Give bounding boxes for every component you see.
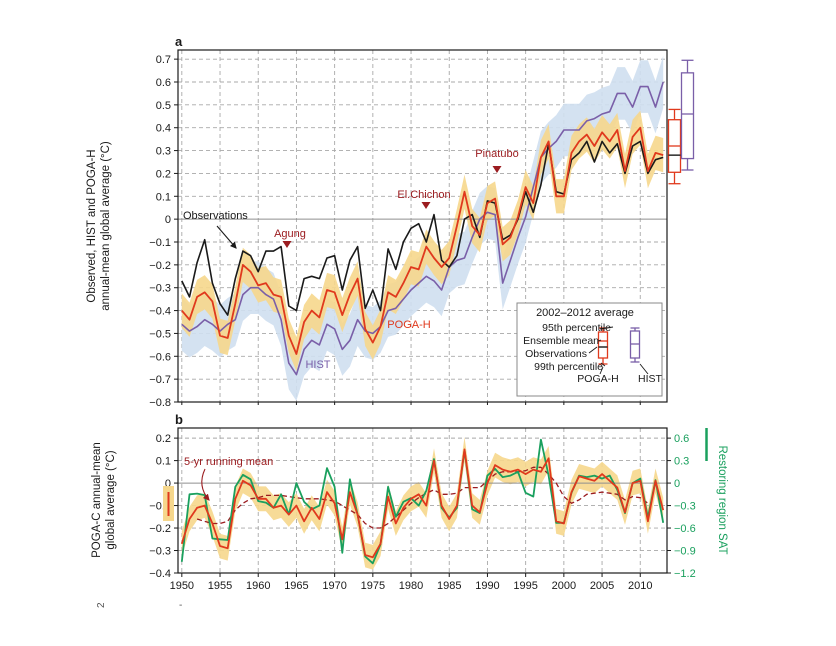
volcano-marker [492, 166, 502, 173]
annotation-running-mean: 5-yr running mean [184, 456, 273, 468]
panel-a-ytick-label: −0.8 [149, 397, 171, 409]
xtick-label: 1995 [513, 580, 537, 592]
legend-row-ensemble-mean: Ensemble mean [523, 335, 599, 347]
panel-a-letter: a [175, 34, 183, 49]
panel-b-ytick-label: −0.2 [149, 523, 171, 535]
panel-a-ylabel-line2: annual-mean global average (°C) [100, 141, 112, 311]
xtick-label: 1975 [361, 580, 385, 592]
panel-b-right-ytick-label: −0.6 [674, 523, 696, 535]
poga-h-band [181, 110, 664, 372]
annotation-hist: HIST [305, 359, 330, 371]
legend-glyph-poga-h [597, 331, 609, 359]
panel-b-ylabel-line1: POGA-C annual-mean [91, 442, 103, 558]
panel-a-ytick-label: −0.4 [149, 306, 171, 318]
panel-a-ytick-label: 0.6 [156, 77, 171, 89]
panel-b-right-ytick-label: −0.3 [674, 501, 696, 513]
panel-a-ylabel-line1: Observed, HIST and POGA-H [86, 149, 98, 302]
panel-a-ytick-label: 0.7 [156, 54, 171, 66]
panel-a-ytick-label: −0.6 [149, 351, 171, 363]
panel-b-ytick-label: 0.1 [156, 456, 171, 468]
panel-b-ylabel-line2: global average (°C) [105, 450, 117, 549]
xtick-label: 2000 [552, 580, 576, 592]
panel-a-ytick-label: 0.5 [156, 100, 171, 112]
legend-leader-line [597, 339, 602, 342]
panel-a-frame [177, 49, 668, 403]
xtick-label: 1955 [208, 580, 232, 592]
xtick-label: 1980 [399, 580, 423, 592]
xtick-label: 1950 [170, 580, 194, 592]
panel-b-ytick-label: 0.2 [156, 433, 171, 445]
hist-line [181, 81, 664, 376]
panel-b-right-ytick-label: 0 [674, 478, 680, 490]
restoring-sat-line [180, 438, 665, 565]
panel-b-ytick-label: −0.4 [149, 568, 171, 580]
annotation-observations: Observations [183, 210, 248, 222]
chart-render-layer: 0.7 0.6 0.5 0.4 0.3 0.2 0.1 0 −0.1 −0.2 −0.3 −0.4 −0… [149, 49, 708, 592]
xtick-label: 1960 [246, 580, 270, 592]
panel-b-right-ytick-label: −1.2 [674, 568, 696, 580]
poga-c-line [180, 448, 665, 559]
panel-a-ytick-label: 0.4 [156, 123, 171, 135]
annotation-poga-h: POGA-H [387, 319, 430, 331]
observations-line [181, 140, 664, 316]
volcano-marker [282, 241, 292, 248]
legend-leader-line [599, 366, 604, 375]
running-mean-arrow [201, 468, 210, 501]
legend-leader-line [639, 363, 649, 375]
legend-item-hist: HIST [638, 373, 663, 385]
legend-item-poga-h: POGA-H [577, 373, 618, 385]
panel-b-ytick-label: −0.1 [149, 501, 171, 513]
legend-leader-line [588, 346, 598, 354]
panel-a-ytick-label: −0.1 [149, 237, 171, 249]
poga-h-line [181, 126, 664, 355]
legend-leader-line [599, 326, 614, 330]
panel-b-right-ytick-label: −0.9 [674, 546, 696, 558]
xtick-label: 1985 [437, 580, 461, 592]
artifact-rotated-char: 2 [96, 602, 107, 608]
running-mean-line [196, 466, 649, 529]
legend-title: 2002–2012 average [536, 307, 634, 319]
annotation-el-chichon: El.Chichon [397, 189, 450, 201]
artifact-dash: - [179, 600, 182, 611]
panel-a-ytick-label: 0 [165, 214, 171, 226]
panel-b-right-ytick-label: 0.3 [674, 456, 689, 468]
panel-b-right-ylabel: Restoring region SAT [716, 445, 728, 554]
legend-row-99th: 99th percentile [534, 361, 603, 373]
legend-leader-line [600, 362, 606, 367]
panel-a-ytick-label: 0.1 [156, 191, 171, 203]
xtick-label: 1990 [475, 580, 499, 592]
panel-b-right-ytick-label: 0.6 [674, 433, 689, 445]
panel-b-ytick-label: −0.3 [149, 546, 171, 558]
boxplot-hist [680, 72, 695, 160]
panel-b-letter: b [175, 412, 183, 427]
annotation-pinatubo: Pinatubo [475, 148, 518, 160]
xtick-label: 2005 [590, 580, 614, 592]
panel-b-ytick-label: 0 [165, 478, 171, 490]
panel-a-ytick-label: −0.5 [149, 328, 171, 340]
volcano-marker [421, 202, 431, 209]
observations-arrow [216, 225, 237, 249]
panel-b-frame [177, 427, 668, 574]
panel-a-ytick-label: −0.2 [149, 260, 171, 272]
xtick-label: 1970 [322, 580, 346, 592]
legend-row-95th: 95th percentile [542, 322, 611, 334]
legend-row-observations: Observations [525, 348, 587, 360]
annotation-agung: Agung [274, 228, 306, 240]
xtick-label: 2010 [628, 580, 652, 592]
panel-a-ytick-label: 0.2 [156, 168, 171, 180]
panel-a-ytick-label: 0.3 [156, 146, 171, 158]
xtick-label: 1965 [284, 580, 308, 592]
panel-a-ytick-label: −0.7 [149, 374, 171, 386]
panel-a-ytick-label: −0.3 [149, 283, 171, 295]
